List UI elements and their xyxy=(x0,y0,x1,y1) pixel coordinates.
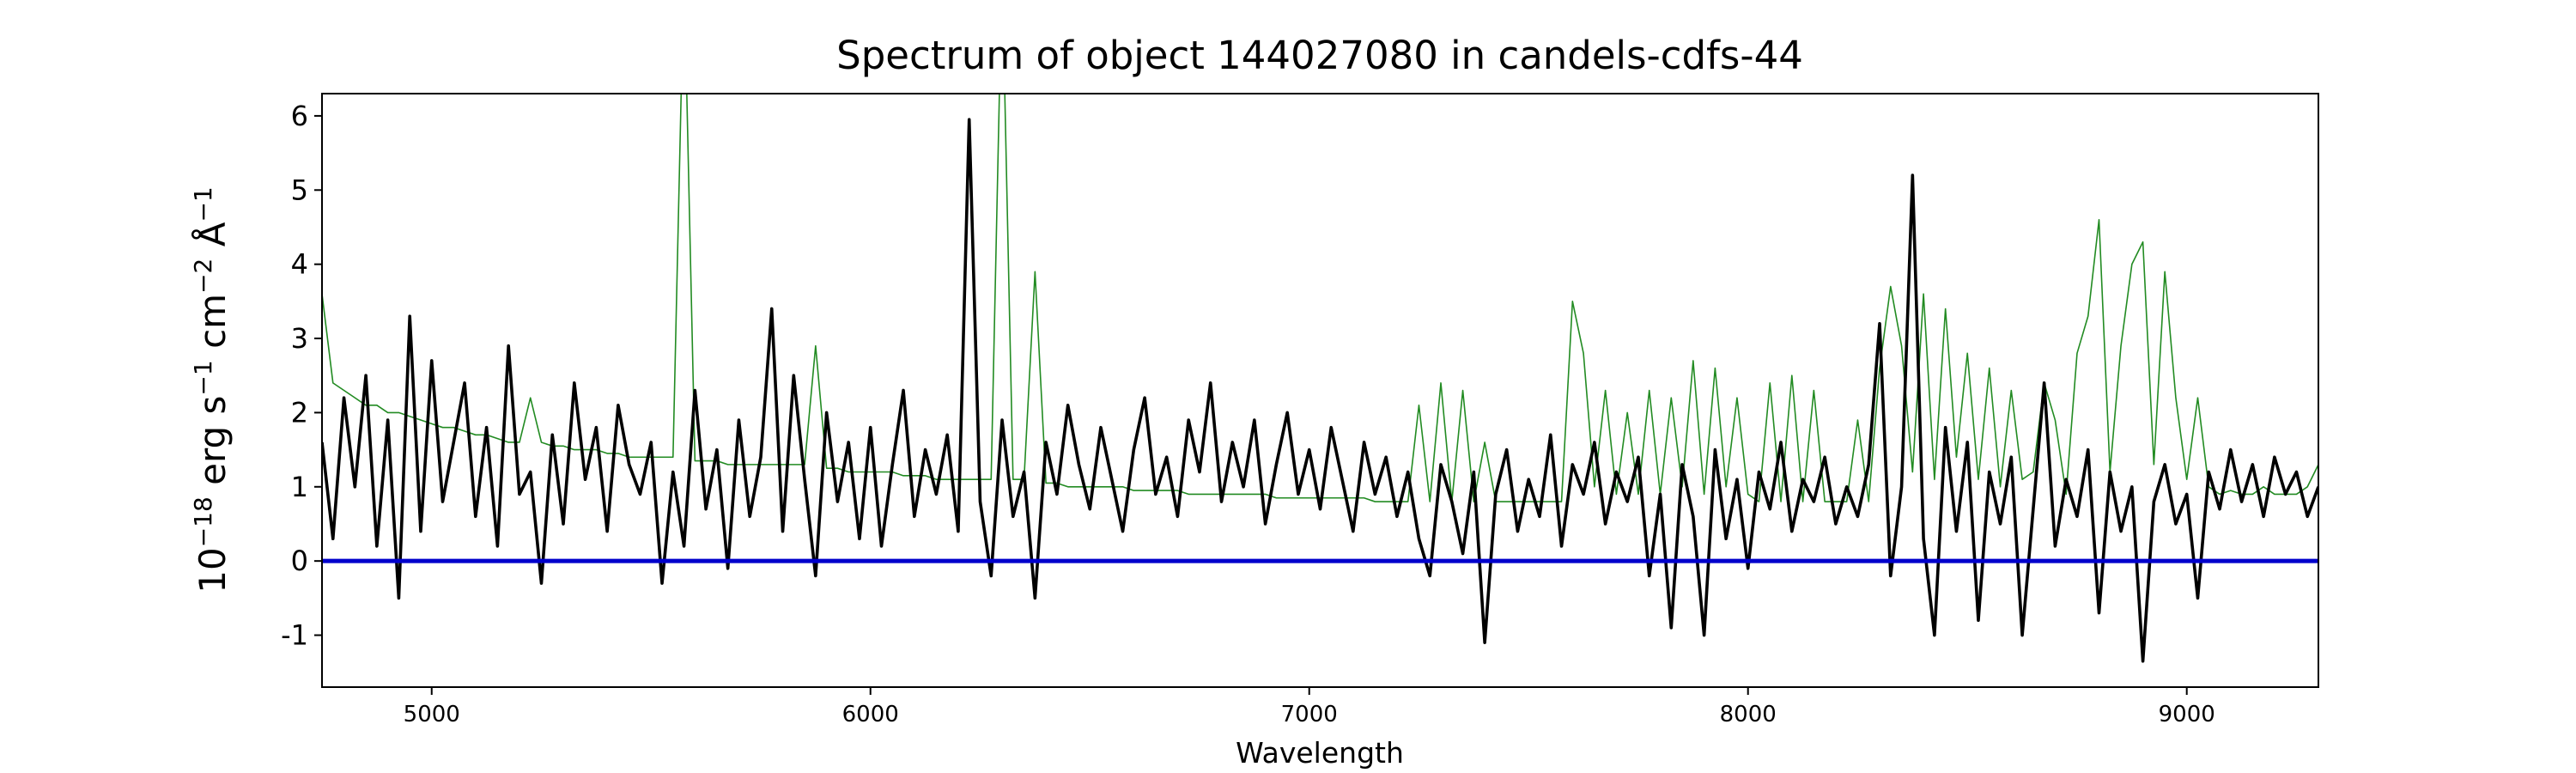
y-label-part: cm xyxy=(191,294,234,360)
y-label-superscript: −18 xyxy=(189,496,217,547)
y-tick-label: 1 xyxy=(291,471,308,503)
chart-title: Spectrum of object 144027080 in candels-… xyxy=(836,33,1803,78)
y-label-superscript: −2 xyxy=(189,259,217,294)
y-tick-label: 6 xyxy=(291,100,308,132)
x-axis-label: Wavelength xyxy=(1236,736,1404,770)
x-tick-label: 8000 xyxy=(1720,702,1777,727)
y-tick-label: 0 xyxy=(291,545,308,577)
x-tick-label: 6000 xyxy=(842,702,899,727)
y-label-superscript: −1 xyxy=(189,360,217,395)
x-tick-label: 9000 xyxy=(2159,702,2215,727)
y-label-part: erg s xyxy=(191,396,234,497)
spectrum-line xyxy=(322,118,2318,663)
axes-frame xyxy=(321,93,2319,688)
y-tick-label: 2 xyxy=(291,396,308,429)
y-tick-label: 3 xyxy=(291,322,308,355)
x-tick-label: 7000 xyxy=(1281,702,1338,727)
y-label-superscript: −1 xyxy=(189,186,217,222)
y-label-part: Å xyxy=(191,222,234,258)
y-tick-label: -1 xyxy=(281,619,308,652)
x-tick-label: 5000 xyxy=(404,702,460,727)
y-tick-label: 5 xyxy=(291,173,308,206)
y-axis-label: 10−18 erg s−1 cm−2 Å−1 xyxy=(189,186,234,593)
y-tick-label: 4 xyxy=(291,248,308,281)
plot-area xyxy=(322,94,2318,663)
y-label-part: 10 xyxy=(191,547,234,593)
